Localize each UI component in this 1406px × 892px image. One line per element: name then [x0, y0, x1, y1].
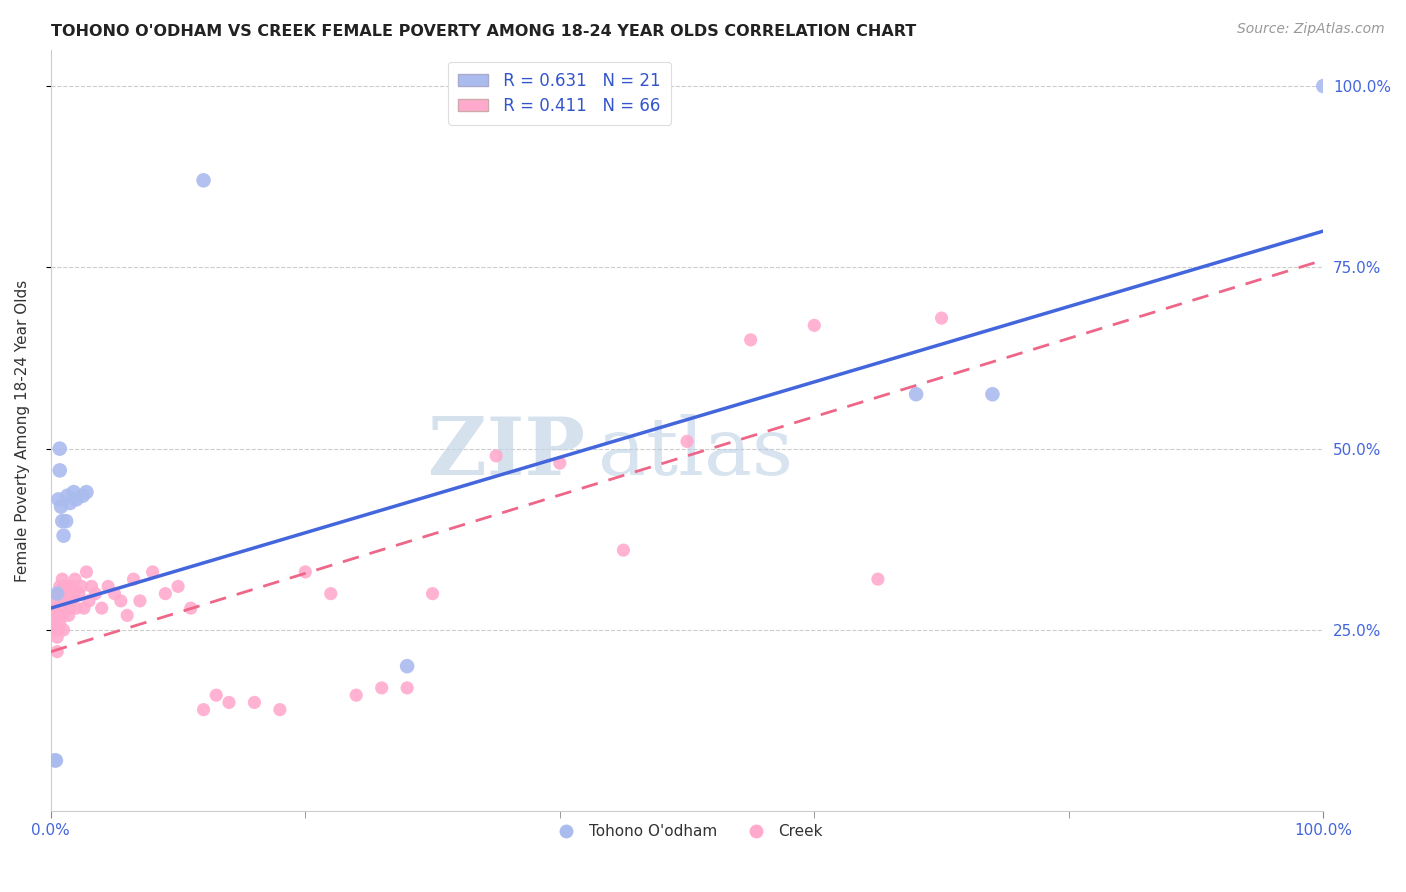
- Point: [80, 579, 103, 593]
- Point: [51, 514, 73, 528]
- Point: [62, 485, 84, 500]
- Point: [56, 489, 79, 503]
- Point: [396, 659, 419, 673]
- Point: [73, 601, 96, 615]
- Point: [370, 681, 392, 695]
- Point: [65, 601, 87, 615]
- Point: [115, 608, 138, 623]
- Point: [52, 579, 75, 593]
- Point: [62, 579, 84, 593]
- Point: [319, 587, 342, 601]
- Point: [59, 496, 82, 510]
- Point: [45, 623, 67, 637]
- Point: [48, 623, 70, 637]
- Point: [48, 579, 70, 593]
- Point: [740, 333, 762, 347]
- Point: [344, 688, 367, 702]
- Point: [103, 587, 125, 601]
- Point: [803, 318, 825, 333]
- Point: [62, 587, 84, 601]
- Point: [45, 753, 67, 767]
- Point: [129, 594, 152, 608]
- Point: [905, 387, 928, 401]
- Point: [63, 572, 86, 586]
- Point: [48, 492, 70, 507]
- Point: [67, 587, 90, 601]
- Point: [548, 456, 571, 470]
- Point: [422, 587, 444, 601]
- Point: [65, 492, 87, 507]
- Point: [243, 695, 266, 709]
- Point: [52, 623, 75, 637]
- Point: [46, 645, 69, 659]
- Point: [612, 543, 634, 558]
- Point: [53, 594, 76, 608]
- Point: [155, 587, 177, 601]
- Point: [44, 753, 66, 767]
- Point: [90, 601, 112, 615]
- Point: [180, 601, 202, 615]
- Text: ZIP: ZIP: [429, 415, 585, 492]
- Point: [676, 434, 699, 449]
- Point: [45, 594, 67, 608]
- Y-axis label: Female Poverty Among 18-24 Year Olds: Female Poverty Among 18-24 Year Olds: [15, 279, 30, 582]
- Point: [55, 514, 77, 528]
- Point: [485, 449, 508, 463]
- Point: [981, 387, 1004, 401]
- Point: [51, 572, 73, 586]
- Point: [52, 528, 75, 542]
- Point: [866, 572, 889, 586]
- Point: [44, 601, 66, 615]
- Point: [193, 173, 215, 187]
- Point: [110, 594, 132, 608]
- Point: [97, 579, 120, 593]
- Point: [122, 572, 145, 586]
- Point: [70, 579, 93, 593]
- Point: [52, 601, 75, 615]
- Point: [48, 442, 70, 456]
- Point: [167, 579, 190, 593]
- Point: [42, 608, 65, 623]
- Point: [60, 594, 83, 608]
- Point: [46, 608, 69, 623]
- Point: [218, 695, 240, 709]
- Point: [59, 601, 82, 615]
- Point: [46, 587, 69, 601]
- Point: [48, 463, 70, 477]
- Point: [58, 608, 80, 623]
- Point: [269, 703, 291, 717]
- Point: [931, 311, 953, 326]
- Point: [49, 500, 72, 514]
- Point: [49, 608, 72, 623]
- Point: [75, 485, 97, 500]
- Point: [46, 630, 69, 644]
- Text: atlas: atlas: [598, 415, 793, 492]
- Point: [294, 565, 316, 579]
- Point: [193, 703, 215, 717]
- Point: [48, 587, 70, 601]
- Legend: Tohono O'odham, Creek: Tohono O'odham, Creek: [546, 818, 830, 846]
- Point: [77, 594, 100, 608]
- Point: [55, 587, 77, 601]
- Point: [48, 615, 70, 630]
- Point: [49, 587, 72, 601]
- Point: [56, 579, 79, 593]
- Point: [142, 565, 165, 579]
- Point: [44, 615, 66, 630]
- Point: [205, 688, 228, 702]
- Point: [51, 608, 73, 623]
- Point: [75, 565, 97, 579]
- Point: [72, 489, 94, 503]
- Text: TOHONO O'ODHAM VS CREEK FEMALE POVERTY AMONG 18-24 YEAR OLDS CORRELATION CHART: TOHONO O'ODHAM VS CREEK FEMALE POVERTY A…: [51, 24, 917, 39]
- Point: [84, 587, 107, 601]
- Point: [396, 681, 419, 695]
- Point: [1312, 78, 1334, 93]
- Text: Source: ZipAtlas.com: Source: ZipAtlas.com: [1237, 22, 1385, 37]
